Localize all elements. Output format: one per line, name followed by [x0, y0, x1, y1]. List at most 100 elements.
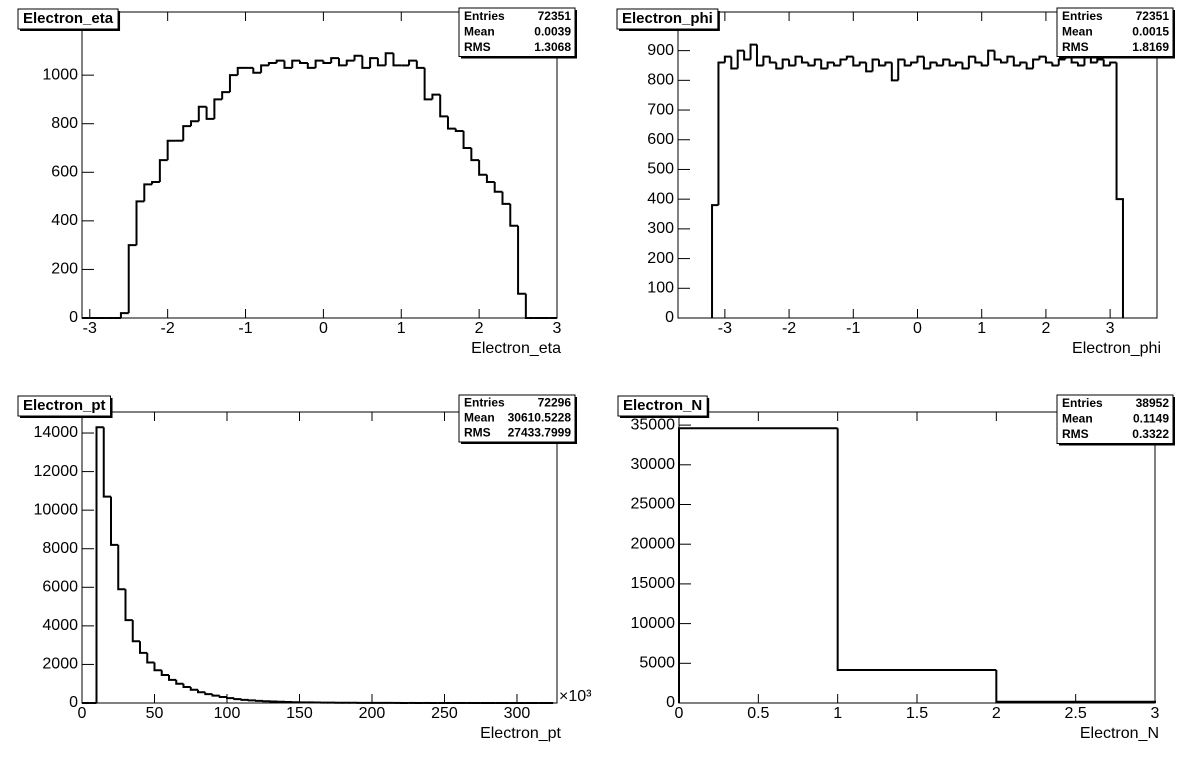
- histogram-bin: [948, 59, 957, 67]
- x-tick-label: 1.5: [906, 705, 928, 722]
- histogram-bin: [175, 679, 184, 685]
- histogram-bin: [922, 56, 931, 70]
- histogram-bin: [903, 59, 912, 67]
- x-tick-label: -2: [161, 320, 175, 337]
- histogram-bin: [135, 200, 145, 246]
- stats-value: 38952: [1136, 396, 1170, 410]
- stats-box: [458, 394, 576, 443]
- histogram-bin: [916, 55, 924, 63]
- histogram-bin: [291, 59, 301, 68]
- histogram-bin: [987, 49, 995, 66]
- histogram-bin: [897, 58, 905, 81]
- histogram-bin: [408, 59, 417, 66]
- y-tick-label: 10000: [631, 615, 676, 632]
- x-tick-label: -3: [718, 320, 732, 337]
- histogram-bin: [717, 61, 725, 206]
- title-frame: [617, 395, 708, 417]
- y-tick-label: 8000: [42, 540, 78, 557]
- x-tick-label: 2: [992, 705, 1001, 722]
- x-tick-label: 200: [359, 705, 386, 722]
- stats-label: Entries: [1062, 9, 1103, 23]
- stats-value: 0.0039: [534, 24, 571, 38]
- y-tick-label: 0: [666, 694, 675, 711]
- histogram-bin: [322, 60, 332, 64]
- title-frame: [17, 395, 112, 417]
- histogram-bin: [1115, 62, 1124, 318]
- histogram-bin: [446, 116, 456, 130]
- histogram-bin: [454, 128, 464, 132]
- histogram-bin: [749, 43, 757, 60]
- histogram-bin: [1089, 56, 1098, 64]
- stats-value: 27433.7999: [508, 426, 572, 440]
- y-tick-label: 200: [51, 261, 78, 278]
- x-tick-label: 1: [977, 320, 986, 337]
- histogram-bin: [182, 683, 191, 688]
- y-tick-label: 6000: [42, 579, 78, 596]
- stats-label: Entries: [464, 396, 505, 410]
- histogram-bin: [813, 58, 822, 66]
- histogram-bin: [730, 56, 738, 70]
- y-tick-label: 1000: [42, 66, 78, 83]
- x-axis-title: Electron_pt: [480, 725, 561, 742]
- histogram-bin: [353, 54, 363, 61]
- histogram-bin: [877, 59, 886, 67]
- y-tick-label: 200: [647, 250, 674, 267]
- histogram-bin: [961, 62, 969, 70]
- histogram-bin: [345, 59, 355, 66]
- histogram-bin: [260, 64, 269, 73]
- y-tick-label: 800: [647, 72, 674, 89]
- histogram-bin: [788, 59, 796, 67]
- histogram-bin: [283, 60, 293, 69]
- plot-frame: [81, 11, 558, 319]
- histogram-bin: [509, 203, 519, 227]
- stats-label: RMS: [464, 426, 491, 440]
- histogram-bin: [127, 244, 137, 314]
- x-tick-label: 3: [553, 320, 562, 337]
- stats-label: Entries: [1062, 396, 1103, 410]
- chart-title: Electron_N: [623, 397, 702, 414]
- histogram-bin: [858, 61, 867, 66]
- stats-value: 72351: [538, 9, 572, 23]
- histogram-bin: [852, 56, 860, 67]
- histogram-bin: [205, 106, 215, 120]
- histogram-bin: [151, 181, 160, 185]
- histogram-bin: [1077, 62, 1085, 67]
- y-tick-label: 10000: [34, 501, 79, 518]
- x-tick-label: 150: [286, 705, 313, 722]
- histogram-bin: [415, 60, 425, 69]
- histogram-bin: [755, 44, 764, 67]
- histogram-bin: [233, 698, 242, 701]
- histogram-bin: [871, 58, 879, 72]
- histogram-bin: [493, 182, 503, 193]
- y-tick-label: 20000: [631, 535, 676, 552]
- chart-title: Electron_phi: [622, 10, 713, 27]
- histogram-bin: [884, 61, 892, 66]
- x-tick-label: 2: [1041, 320, 1050, 337]
- chart-title: Electron_eta: [23, 10, 114, 27]
- histogram-bin: [247, 699, 256, 702]
- histogram-bin: [711, 204, 719, 318]
- stats-label: RMS: [1062, 40, 1089, 54]
- histogram-bin: [228, 74, 238, 93]
- y-tick-label: 4000: [42, 617, 78, 634]
- histogram-bin: [392, 53, 402, 67]
- histogram-bin: [275, 59, 285, 63]
- histogram-bin: [1012, 56, 1021, 67]
- stats-value: 72351: [1136, 9, 1170, 23]
- histogram-bin: [109, 496, 119, 546]
- histogram-bin: [306, 63, 316, 69]
- title-frame: [616, 8, 719, 30]
- histogram-bin: [1109, 61, 1117, 66]
- stats-value: 0.0015: [1132, 24, 1169, 38]
- histogram-bin: [890, 62, 899, 82]
- histogram-bin: [1025, 62, 1034, 70]
- histogram-bin: [1096, 58, 1104, 63]
- histogram-bin: [836, 428, 997, 672]
- histogram-bin: [1006, 55, 1014, 63]
- y-tick-label: 800: [51, 115, 78, 132]
- x-tick-label: -1: [238, 320, 252, 337]
- histogram-bin: [314, 59, 324, 68]
- histogram-bin: [800, 56, 809, 64]
- x-tick-label: 2.5: [1065, 705, 1087, 722]
- histogram-bin: [1032, 58, 1040, 69]
